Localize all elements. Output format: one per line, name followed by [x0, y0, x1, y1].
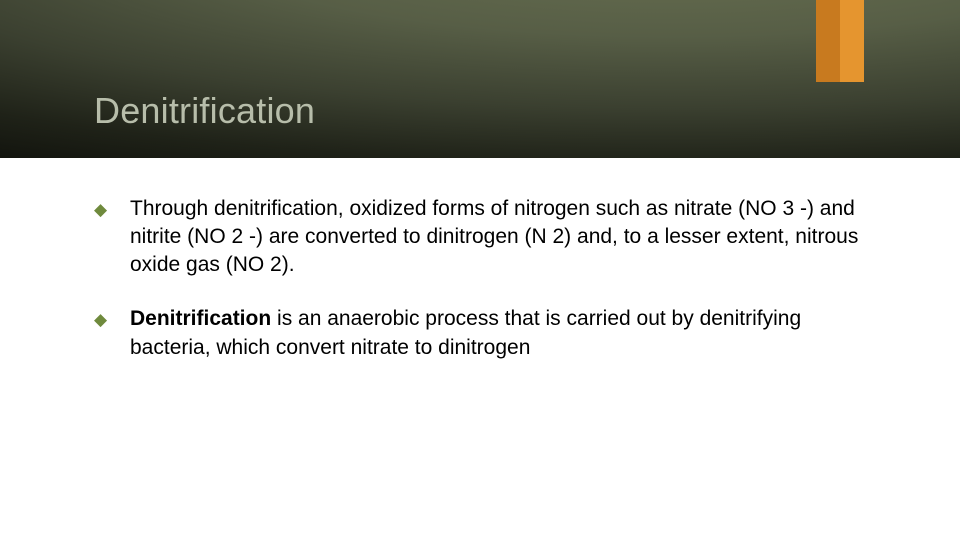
- bullet-marker-icon: ◆: [94, 199, 107, 222]
- bullet-item: ◆ Through denitrification, oxidized form…: [94, 195, 874, 279]
- slide-body: ◆ Through denitrification, oxidized form…: [94, 195, 874, 388]
- bullet-item: ◆ Denitrification is an anaerobic proces…: [94, 305, 874, 361]
- bullet-text: Denitrification is an anaerobic process …: [130, 307, 801, 358]
- accent-tab-light: [840, 0, 864, 82]
- accent-tab: [816, 0, 864, 82]
- bullet-marker-icon: ◆: [94, 309, 107, 332]
- slide: Denitrification ◆ Through denitrificatio…: [0, 0, 960, 540]
- accent-tab-dark: [816, 0, 840, 82]
- bullet-text: Through denitrification, oxidized forms …: [130, 197, 858, 276]
- slide-title: Denitrification: [94, 90, 315, 132]
